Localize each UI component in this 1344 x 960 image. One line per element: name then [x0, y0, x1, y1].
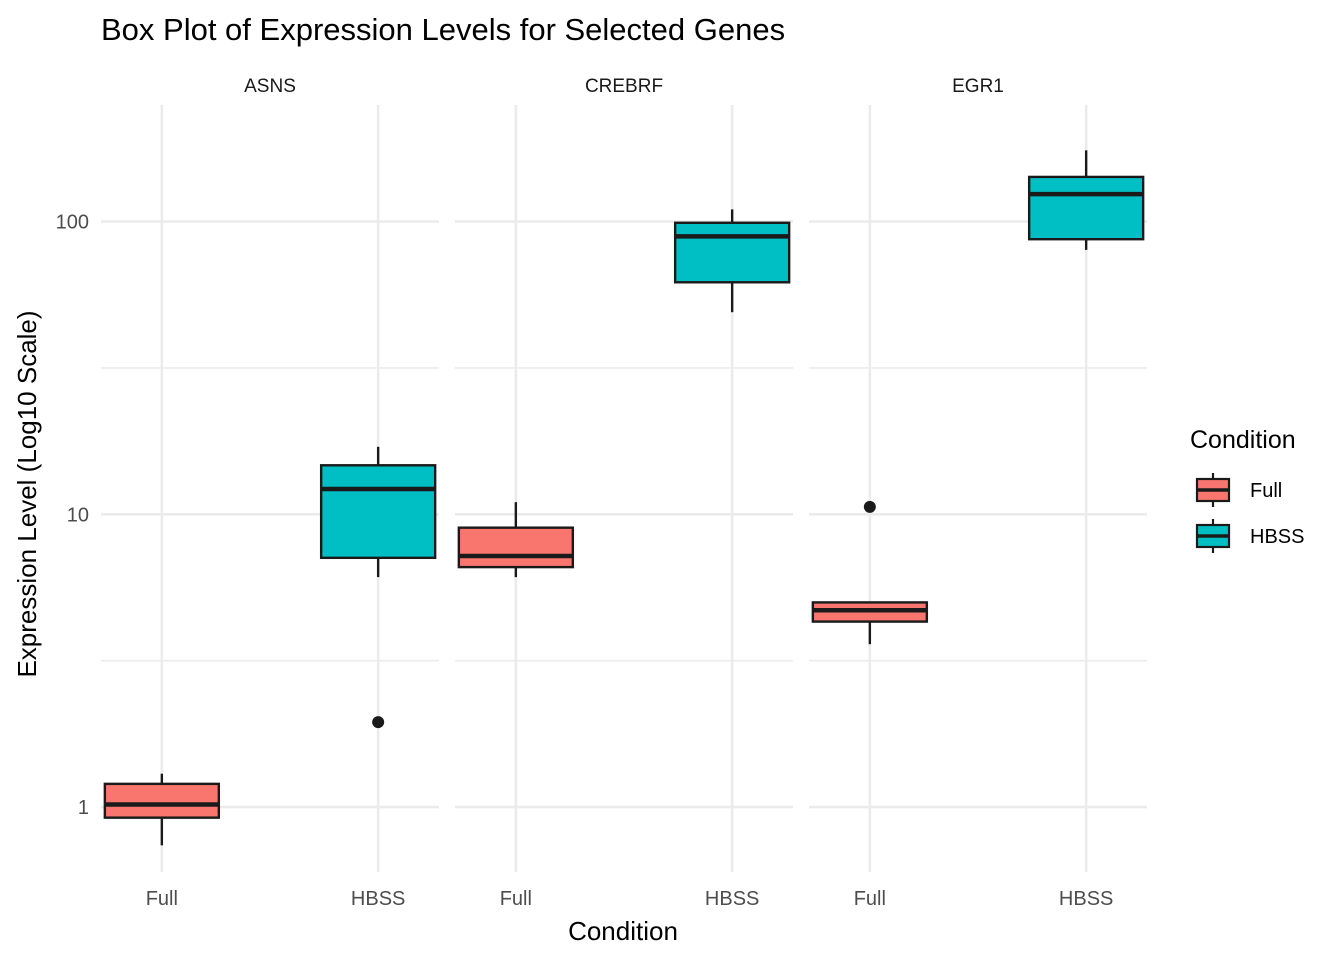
- facet-panel-egr1: EGR1: [809, 76, 1147, 872]
- box-iqr: [319, 464, 437, 560]
- legend-item-hbss: HBSS: [1195, 519, 1304, 553]
- facet-label: ASNS: [244, 76, 296, 97]
- box-asns-hbss: [319, 446, 437, 729]
- x-tick-label: Full: [500, 888, 532, 910]
- facet-label: EGR1: [952, 76, 1004, 97]
- x-tick-label: HBSS: [705, 888, 759, 910]
- outlier-point: [863, 500, 876, 513]
- x-axis-title: Condition: [568, 916, 678, 946]
- box-iqr: [457, 526, 575, 569]
- box-crebrf-full: [457, 502, 575, 578]
- y-axis-title: Expression Level (Log10 Scale): [12, 310, 42, 677]
- y-tick-label: 100: [56, 212, 89, 234]
- legend: Condition Full HBSS: [1190, 426, 1304, 553]
- x-tick-label: Full: [854, 888, 886, 910]
- box-asns-full: [103, 773, 221, 846]
- outlier-point: [372, 716, 385, 729]
- legend-label: HBSS: [1250, 526, 1304, 548]
- legend-title: Condition: [1190, 426, 1296, 454]
- x-tick-label: Full: [146, 888, 178, 910]
- legend-label: Full: [1250, 480, 1282, 502]
- box-egr1-hbss: [1027, 150, 1145, 250]
- x-tick-label: HBSS: [351, 888, 405, 910]
- box-crebrf-hbss: [673, 209, 791, 313]
- facet-label: CREBRF: [585, 76, 663, 97]
- box-iqr: [1027, 175, 1145, 241]
- box-egr1-full: [811, 500, 929, 645]
- box-iqr: [673, 221, 791, 284]
- y-tick-label: 10: [67, 504, 89, 526]
- legend-item-full: Full: [1195, 473, 1282, 507]
- facet-panel-crebrf: CREBRF: [455, 76, 793, 872]
- y-axis-tick-labels: 1 10 100: [56, 212, 89, 820]
- box-iqr: [103, 782, 221, 819]
- y-tick-label: 1: [78, 797, 89, 819]
- facet-panels: ASNS CREBRF EGR1: [101, 76, 1147, 872]
- x-axis-tick-labels: Full HBSS Full HBSS Full HBSS: [146, 888, 1114, 910]
- x-tick-label: HBSS: [1059, 888, 1113, 910]
- chart-title: Box Plot of Expression Levels for Select…: [101, 12, 785, 47]
- facet-panel-asns: ASNS: [101, 76, 439, 872]
